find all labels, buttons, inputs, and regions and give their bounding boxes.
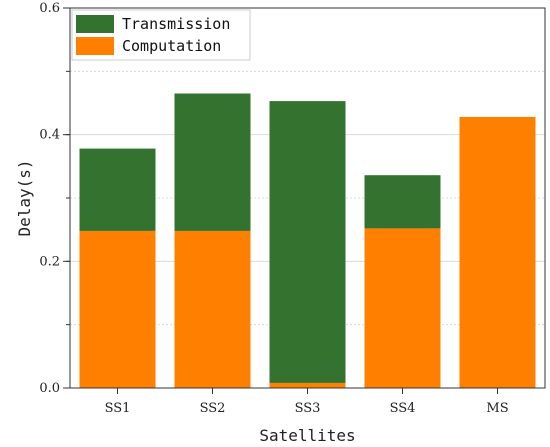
bar-transmission-ss1 [79,148,156,231]
y-axis-ticks: 0.0 0.2 0.4 0.6 [39,1,70,396]
x-tick-label: SS4 [390,401,416,416]
bar-transmission-ss3 [269,101,346,383]
x-tick-label: MS [486,401,508,416]
bar-computation-ss1 [79,230,156,388]
legend: Transmission Computation [71,9,251,61]
x-axis-title: Satellites [259,426,355,445]
bar-computation-ss3 [269,382,346,388]
y-tick-label: 0.0 [39,381,60,396]
bar-computation-ss4 [364,228,441,388]
bar-computation-ss2 [174,230,251,388]
bar-transmission-ss4 [364,175,441,229]
x-tick-label: SS2 [200,401,226,416]
legend-swatch-transmission [76,15,114,33]
x-axis-ticks: SS1 SS2 SS3 SS4 MS [105,388,509,416]
y-axis-title: Delay(s) [15,159,34,236]
bars [79,93,536,388]
bar-transmission-ss2 [174,93,251,231]
legend-label-computation: Computation [122,37,221,55]
bar-computation-ms [459,116,536,388]
legend-swatch-computation [76,37,114,55]
y-tick-label: 0.4 [39,128,60,143]
x-tick-label: SS3 [295,401,321,416]
y-tick-label: 0.2 [39,254,60,269]
legend-label-transmission: Transmission [122,15,230,33]
y-tick-label: 0.6 [39,1,60,16]
x-tick-label: SS1 [105,401,131,416]
